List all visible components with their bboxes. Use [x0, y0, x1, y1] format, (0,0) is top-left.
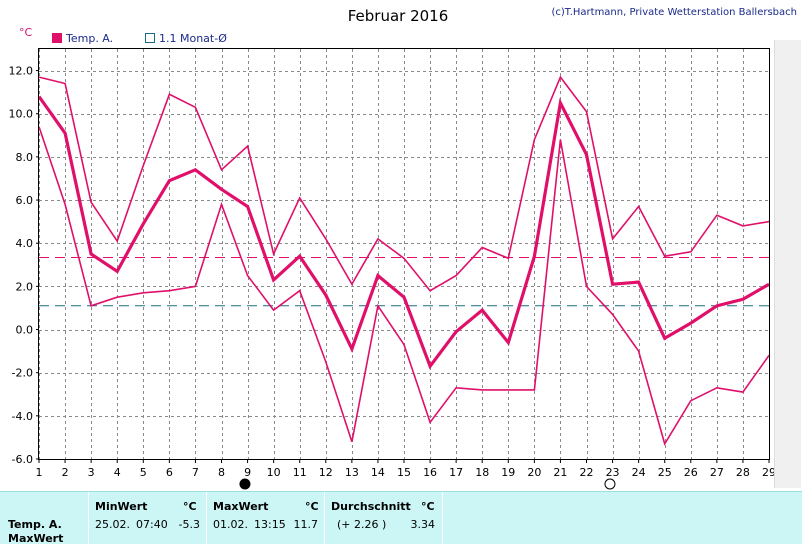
y-tick-label: -2.0: [12, 367, 33, 380]
x-tick-label: 27: [710, 466, 724, 479]
x-tick-label: 22: [580, 466, 594, 479]
x-tick-label: 26: [684, 466, 698, 479]
x-tick-label: 3: [88, 466, 95, 479]
x-tick-label: 5: [140, 466, 147, 479]
series-line-min: [38, 126, 770, 446]
full-moon-icon: [239, 478, 251, 490]
y-unit-label: °C: [19, 26, 33, 39]
legend-label-temp: Temp. A.: [65, 32, 113, 45]
legend-label-monthly-avg: 1.1 Monat-Ø: [159, 32, 227, 45]
min-unit: °C: [183, 500, 197, 513]
legend-swatch-monthly-avg: [145, 33, 155, 43]
legend: Temp. A. 1.1 Monat-Ø: [52, 32, 227, 45]
x-tick-label: 20: [527, 466, 541, 479]
y-tick-label: -4.0: [12, 410, 33, 423]
x-tick-label: 23: [606, 466, 620, 479]
x-tick-label: 28: [736, 466, 750, 479]
stats-avg-column: Durchschnitt °C (+ 2.26 ) 3.34: [324, 492, 443, 544]
x-axis: 1 2 3 4 5 6 7 8 9 10 11 12 13 14 15 16 17 18 19 20 21 22 23 24 2…: [36, 459, 776, 479]
min-value: -5.3: [178, 518, 200, 531]
series-line-avg: [37, 95, 770, 370]
vertical-scrollbar[interactable]: [774, 40, 801, 488]
x-tick-label: 19: [501, 466, 515, 479]
series-group: [37, 75, 770, 446]
x-tick-label: 25: [658, 466, 672, 479]
x-tick-label: 4: [114, 466, 121, 479]
legend-swatch-temp: [52, 33, 62, 43]
y-tick-label: 6.0: [16, 194, 34, 207]
series-line-max: [38, 75, 770, 292]
grid: [39, 49, 770, 460]
max-time: 13:15: [254, 518, 286, 531]
max-value: 11.7: [293, 518, 319, 531]
x-tick-label: 16: [423, 466, 437, 479]
stats-empty-column: [442, 492, 802, 544]
temperature-chart: Februar 2016 (c)T.Hartmann, Private Wett…: [9, 7, 797, 490]
moon-markers: [239, 478, 616, 490]
y-tick-label: -6.0: [12, 453, 33, 466]
x-tick-label: 8: [218, 466, 225, 479]
reference-lines: [39, 256, 769, 307]
y-tick-label: 0.0: [16, 324, 34, 337]
y-axis: -6.0 -4.0 -2.0 0.0 2.0 4.0 6.0 8.0 10.0 12.0: [9, 65, 39, 466]
x-tick-label: 17: [449, 466, 463, 479]
x-tick-label: 15: [397, 466, 411, 479]
max-header: MaxWert: [213, 500, 269, 513]
x-tick-label: 24: [632, 466, 646, 479]
x-tick-label: 29: [762, 466, 776, 479]
max-unit: °C: [305, 500, 319, 513]
avg-value: 3.34: [410, 518, 436, 531]
x-tick-label: 13: [345, 466, 359, 479]
avg-header: Durchschnitt: [331, 500, 411, 513]
x-tick-label: 2: [62, 466, 69, 479]
avg-delta: (+ 2.26 ): [337, 518, 387, 531]
min-time: 07:40: [136, 518, 168, 531]
min-header: MinWert: [95, 500, 148, 513]
stats-min-column: MinWert °C 25.02. 07:40 -5.3: [88, 492, 207, 544]
x-tick-label: 10: [267, 466, 281, 479]
x-tick-label: 12: [319, 466, 333, 479]
x-tick-label: 1: [36, 466, 43, 479]
y-tick-label: 2.0: [16, 280, 34, 293]
y-tick-label: 8.0: [16, 151, 34, 164]
y-tick-label: 4.0: [16, 237, 34, 250]
x-tick-label: 21: [553, 466, 567, 479]
stats-max-column: MaxWert °C 01.02. 13:15 11.7: [206, 492, 325, 544]
x-tick-label: 7: [192, 466, 199, 479]
statistics-panel: Temp. A. MaxWert MinWert °C 25.02. 07:40…: [0, 491, 802, 545]
x-tick-label: 14: [371, 466, 385, 479]
x-tick-label: 6: [166, 466, 173, 479]
copyright-text: (c)T.Hartmann, Private Wetterstation Bal…: [551, 7, 797, 18]
x-tick-label: 9: [244, 466, 251, 479]
stats-row-label-2: MaxWert: [8, 532, 64, 545]
new-moon-icon: [604, 478, 616, 490]
chart-title: Februar 2016: [348, 7, 449, 25]
y-tick-label: 12.0: [9, 65, 34, 78]
avg-unit: °C: [421, 500, 435, 513]
x-tick-label: 11: [293, 466, 307, 479]
stats-row-label: Temp. A.: [8, 518, 62, 531]
y-tick-label: 10.0: [9, 108, 34, 121]
min-date: 25.02.: [95, 518, 130, 531]
x-tick-label: 18: [475, 466, 489, 479]
max-date: 01.02.: [213, 518, 248, 531]
